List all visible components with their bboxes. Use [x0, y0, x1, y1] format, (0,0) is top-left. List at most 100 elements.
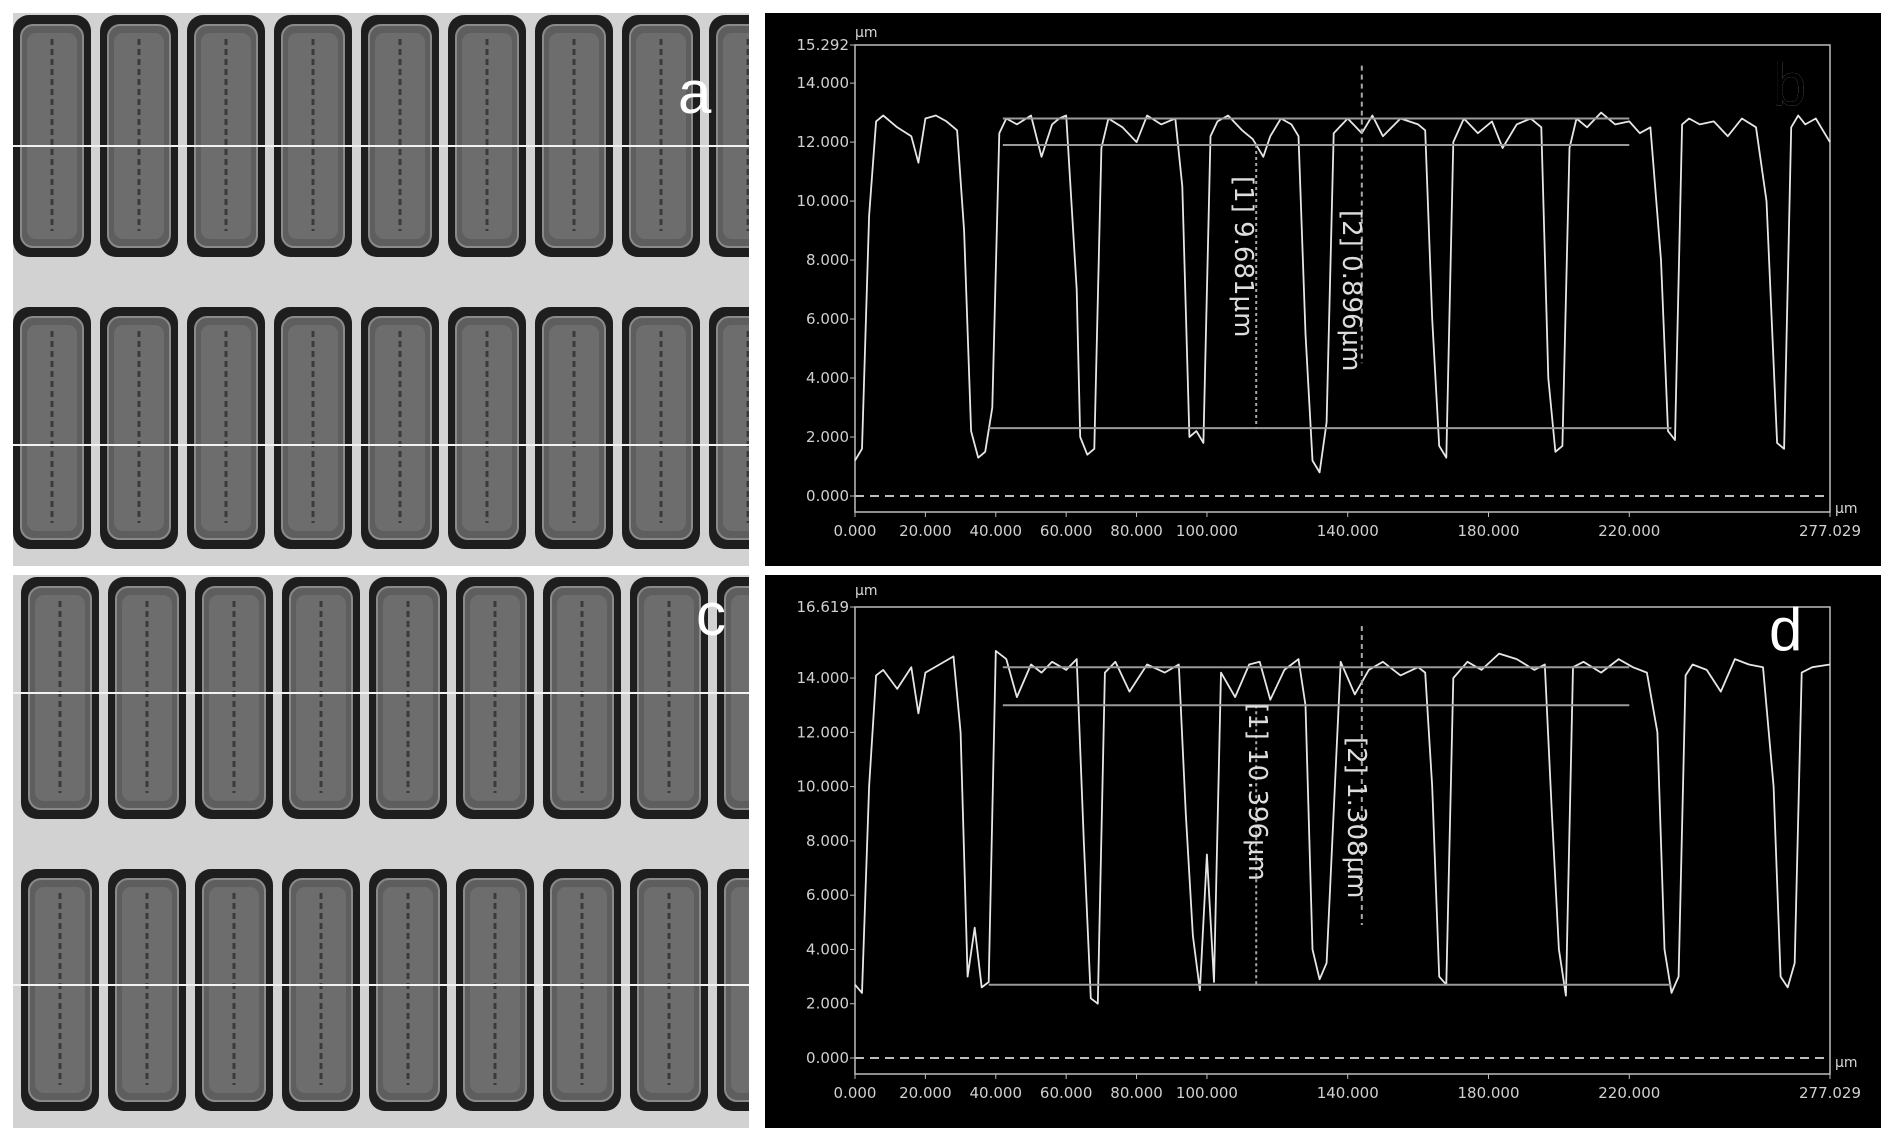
y-tick-label: 14.000 [797, 669, 850, 687]
pillar-texture [731, 595, 749, 801]
pillar-texture [644, 595, 694, 801]
x-tick-label: 220.000 [1598, 1084, 1660, 1102]
pillar-texture [383, 595, 433, 801]
y-tick-label: 10.000 [797, 192, 850, 210]
pillar-texture [288, 33, 338, 239]
measurement-label-2-b: [2] 0.896µm [1336, 210, 1366, 372]
y-tick-label: 6.000 [806, 886, 849, 904]
profile-plot-b: 15.292 14.000 12.000 10.000 8.000 6.000 4.000 2… [797, 36, 1862, 540]
pillar-texture [114, 325, 164, 531]
x-tick-label: 80.000 [1110, 1084, 1163, 1102]
profile-chart-b: 15.292 14.000 12.000 10.000 8.000 6.000 4.000 2… [765, 13, 1881, 566]
pillar-texture [470, 595, 520, 801]
pillar-texture [636, 325, 686, 531]
pillar-texture [462, 325, 512, 531]
y-tick-label: 16.619 [797, 598, 850, 616]
y-tick-label: 8.000 [806, 832, 849, 850]
x-tick-label: 40.000 [970, 522, 1023, 540]
pillar-row [13, 307, 749, 549]
pillar-row [21, 577, 749, 819]
x-tick-label: 220.000 [1598, 522, 1660, 540]
pillar-texture [549, 33, 599, 239]
pillar-texture [201, 33, 251, 239]
x-tick-label: 100.000 [1176, 522, 1238, 540]
pillar-texture [296, 887, 346, 1093]
pillar-array-c [13, 575, 749, 1128]
y-tick-label: 4.000 [806, 940, 849, 958]
x-tick-label: 40.000 [970, 1084, 1023, 1102]
y-tick-label: 14.000 [797, 74, 850, 92]
x-tick-label: 140.000 [1317, 1084, 1379, 1102]
measurement-label-1-b: [1] 9.681µm [1228, 176, 1258, 338]
profile-chart-d: 16.619 14.000 12.000 10.000 8.000 6.000 4.000 2… [765, 575, 1881, 1128]
pillar-texture [636, 33, 686, 239]
measurement-label-2-d: [2] 1.308µm [1341, 737, 1371, 899]
profile-trace [854, 111, 1831, 474]
micrograph-c: c [13, 575, 749, 1128]
pillar-texture [201, 325, 251, 531]
pillar-texture [27, 325, 77, 531]
y-tick-label: 2.000 [806, 428, 849, 446]
pillar-texture [723, 325, 749, 531]
pillar-texture [375, 33, 425, 239]
y-tick-label: 2.000 [806, 995, 849, 1013]
pillar-texture [383, 887, 433, 1093]
y-tick-label: 10.000 [797, 778, 850, 796]
pillar-texture [557, 595, 607, 801]
x-tick-label: 60.000 [1040, 522, 1093, 540]
pillar-texture [288, 325, 338, 531]
x-unit-label-d: µm [1835, 1055, 1858, 1071]
pillar-texture [209, 595, 259, 801]
pillar-texture [27, 33, 77, 239]
x-tick-label: 100.000 [1176, 1084, 1238, 1102]
pillar-texture [462, 33, 512, 239]
pillar-texture [209, 887, 259, 1093]
pillar-texture [35, 887, 85, 1093]
panel-label-a: a [678, 59, 712, 126]
pillar-texture [470, 887, 520, 1093]
panel-label-b: b [1773, 51, 1807, 118]
y-tick-label: 6.000 [806, 310, 849, 328]
pillar-texture [644, 887, 694, 1093]
profile-trace [854, 650, 1831, 1005]
x-tick-label: 180.000 [1457, 522, 1519, 540]
x-tick-label: 277.029 [1799, 522, 1861, 540]
x-tick-label: 20.000 [899, 1084, 952, 1102]
plot-frame [854, 44, 1831, 513]
y-tick-label: 8.000 [806, 251, 849, 269]
pillar-row [13, 15, 749, 257]
pillar-texture [549, 325, 599, 531]
micrograph-a: a [13, 13, 749, 566]
y-unit-label-d: µm [855, 583, 878, 599]
pillar-texture [375, 325, 425, 531]
pillar-texture [122, 887, 172, 1093]
x-tick-label: 0.000 [834, 1084, 877, 1102]
x-tick-label: 277.029 [1799, 1084, 1861, 1102]
measurement-label-1-d: [1] 10.396µm [1242, 703, 1272, 881]
y-tick-label: 0.000 [806, 1049, 849, 1067]
y-tick-label: 12.000 [797, 723, 850, 741]
pillar-texture [35, 595, 85, 801]
pillar-array-a [13, 13, 749, 566]
x-tick-label: 0.000 [834, 522, 877, 540]
y-tick-label: 0.000 [806, 487, 849, 505]
y-tick-label: 12.000 [797, 133, 850, 151]
panel-label-d: d [1769, 596, 1803, 663]
y-unit-label-b: µm [855, 25, 878, 41]
pillar-row [21, 869, 749, 1111]
pillar-texture [122, 595, 172, 801]
x-tick-label: 140.000 [1317, 522, 1379, 540]
pillar-texture [731, 887, 749, 1093]
y-tick-label: 15.292 [797, 36, 850, 54]
pillar-texture [114, 33, 164, 239]
profile-plot-d: 16.619 14.000 12.000 10.000 8.000 6.000 4.000 2… [797, 598, 1862, 1102]
pillar-texture [723, 33, 749, 239]
pillar-texture [557, 887, 607, 1093]
x-unit-label-b: µm [1835, 501, 1858, 517]
x-tick-label: 20.000 [899, 522, 952, 540]
pillar-texture [296, 595, 346, 801]
panel-label-c: c [696, 581, 726, 648]
x-tick-label: 60.000 [1040, 1084, 1093, 1102]
x-tick-label: 180.000 [1457, 1084, 1519, 1102]
x-tick-label: 80.000 [1110, 522, 1163, 540]
